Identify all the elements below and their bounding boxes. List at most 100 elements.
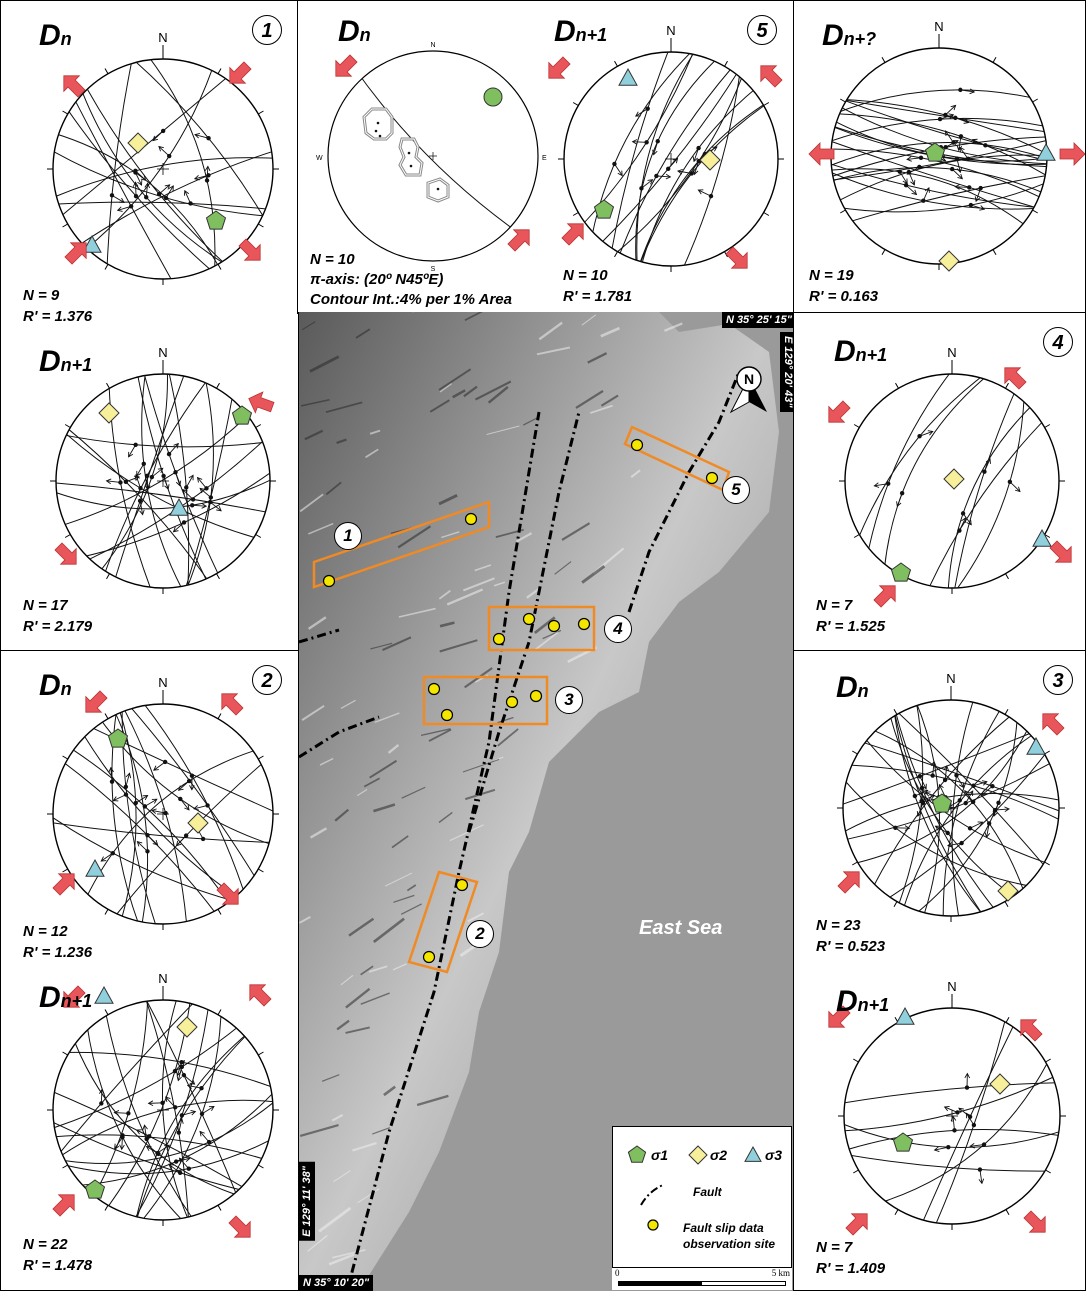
north-label: N <box>934 19 943 34</box>
slip-arrowhead <box>924 791 931 797</box>
ridge <box>357 1188 380 1204</box>
stress-arrow <box>828 1005 851 1028</box>
ridge <box>538 321 563 341</box>
legend-site-2: observation site <box>683 1237 776 1251</box>
slip-vector <box>158 146 170 157</box>
panel-title: Dn+? <box>822 19 877 52</box>
slip-point <box>176 1130 182 1135</box>
stress-arrow <box>63 75 86 98</box>
ridge <box>438 494 458 506</box>
site-label-5: 5 <box>722 476 750 504</box>
slip-vector <box>106 480 121 483</box>
slip-point <box>955 1110 960 1115</box>
fault-plane <box>895 700 924 912</box>
slip-vector <box>970 204 985 210</box>
ridge <box>299 493 324 513</box>
slip-vector <box>114 1112 129 1114</box>
slip-vector <box>960 89 975 93</box>
slip-vector <box>959 517 966 531</box>
fault-plane <box>866 374 957 560</box>
slip-point <box>918 155 924 161</box>
fault-plane <box>844 1123 1060 1148</box>
ridge <box>331 1113 344 1122</box>
tick <box>62 868 68 873</box>
observation-site <box>705 471 719 485</box>
sigma1-pentagon <box>890 562 912 582</box>
slip-vector <box>184 190 191 204</box>
slip-arrowhead <box>692 156 699 163</box>
fault-plane <box>87 750 254 896</box>
pole-point <box>374 129 378 133</box>
ridge <box>536 346 571 356</box>
ridge <box>336 438 347 445</box>
slip-point <box>917 164 922 170</box>
slip-arrowhead <box>992 811 998 817</box>
fault-plane <box>83 723 273 817</box>
legend: σ1 σ2 σ3 Fault Fault slip data observati… <box>612 1126 792 1268</box>
slip-vector <box>945 140 959 148</box>
fault-plane <box>894 714 982 913</box>
north-label: N <box>947 345 956 360</box>
slip-arrowhead <box>136 840 143 847</box>
tick <box>258 1051 264 1056</box>
slip-vector <box>111 194 125 203</box>
slip-vector <box>192 504 207 507</box>
ridge <box>309 355 340 373</box>
slip-arrowhead <box>164 1144 170 1150</box>
fault-plane <box>842 99 1047 162</box>
sigma3-triangle <box>1026 736 1046 755</box>
fault-plane <box>58 1135 273 1175</box>
stereonet-4-dn1: N <box>828 345 1072 608</box>
slip-vector <box>168 1163 181 1174</box>
slip-vector <box>179 1157 190 1170</box>
slip-arrowhead <box>672 157 679 164</box>
stat-contour: Contour Int.:4% per 1% Area <box>310 291 512 308</box>
fault-plane <box>942 709 1001 916</box>
slip-arrowhead <box>168 1163 175 1170</box>
fault-plane <box>77 149 273 247</box>
east-label: E <box>542 155 547 162</box>
fault-plane <box>843 173 1047 224</box>
slip-arrowhead <box>978 1178 985 1185</box>
fault-ne <box>627 371 741 613</box>
stress-arrow <box>1020 1019 1043 1042</box>
ridge <box>307 1234 328 1252</box>
ridge <box>439 621 455 628</box>
tick <box>1005 1017 1010 1023</box>
north-label: N <box>158 675 167 690</box>
fault-plane <box>882 1061 1049 1203</box>
tick <box>62 110 68 115</box>
fault-plane <box>86 1024 185 1220</box>
stat-n: N = 10 <box>563 267 608 284</box>
slip-arrowhead <box>631 139 638 145</box>
ridge <box>463 385 478 398</box>
slip-vector <box>874 483 889 487</box>
observation-site <box>529 689 543 703</box>
slip-vector <box>956 158 961 173</box>
stat-n: N = 23 <box>816 917 861 934</box>
tick <box>217 1205 222 1211</box>
slip-vector <box>986 823 990 838</box>
ridge <box>382 636 412 652</box>
site-box <box>312 500 491 589</box>
tick <box>64 424 71 428</box>
ridge <box>464 312 483 322</box>
ridge <box>526 588 540 599</box>
ridge <box>515 532 533 543</box>
stress-arrow <box>828 400 851 423</box>
slip-arrowhead <box>617 170 623 177</box>
panel-title: Dn+1 <box>834 335 888 368</box>
tick <box>853 1058 859 1063</box>
slip-arrowhead <box>873 482 880 488</box>
ridge <box>534 631 559 651</box>
slip-arrowhead <box>128 451 134 458</box>
tick <box>1044 750 1050 755</box>
slip-arrowhead <box>164 484 170 491</box>
stat-r: R' = 0.523 <box>816 938 886 955</box>
stereonet-dnq: N <box>808 19 1085 272</box>
ridge <box>365 448 379 459</box>
fault-plane <box>84 736 237 897</box>
tick <box>1005 382 1009 389</box>
sigma1-pentagon <box>231 405 253 425</box>
stress-arrow <box>561 223 584 246</box>
